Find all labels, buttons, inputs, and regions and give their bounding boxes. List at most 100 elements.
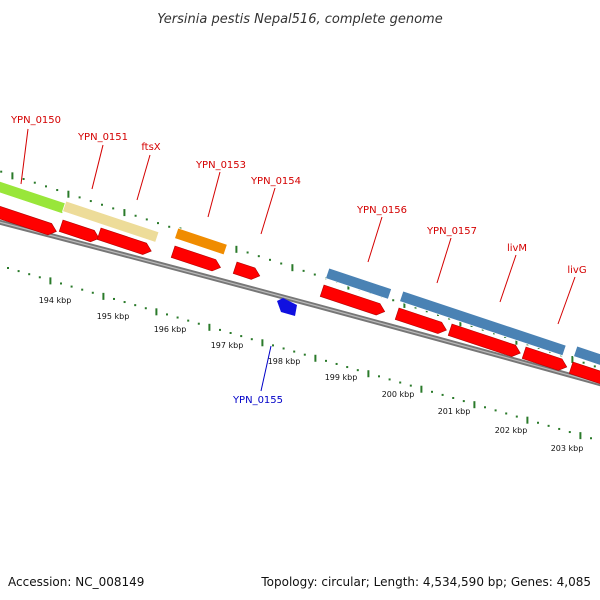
label-leader-line: [20, 128, 29, 185]
minor-tick: [335, 362, 338, 365]
minor-tick: [229, 331, 232, 334]
label-leader-line: [136, 154, 151, 201]
minor-tick: [89, 200, 92, 203]
gene-label-lines: [20, 128, 576, 392]
gene-label: YPN_0156: [356, 205, 407, 216]
minor-tick: [593, 365, 596, 368]
cds-arrow: [319, 284, 386, 316]
minor-tick: [414, 306, 417, 309]
minor-tick: [505, 412, 508, 415]
label-leader-line: [499, 254, 517, 303]
minor-tick: [590, 437, 592, 440]
kbp-label: 200 kbp: [382, 390, 415, 399]
minor-tick: [81, 288, 84, 291]
label-leader-line: [557, 276, 576, 325]
gene-label: livM: [507, 243, 527, 254]
minor-tick: [134, 304, 137, 307]
gene-label: YPN_0153: [195, 160, 246, 171]
minor-tick: [176, 316, 179, 319]
gene-feature-bar: [573, 345, 600, 370]
minor-tick: [257, 255, 260, 258]
minor-tick: [157, 222, 159, 225]
minor-tick: [346, 366, 349, 369]
cds-arrow: [170, 245, 221, 272]
cds-arrow-track: [0, 202, 600, 385]
backbone-highlight: [0, 221, 600, 385]
gene-feature-bar: [174, 227, 228, 256]
gene-label: YPN_0157: [426, 226, 477, 237]
label-leader-line: [436, 237, 452, 284]
minor-tick: [22, 178, 25, 181]
minor-tick: [452, 396, 455, 399]
minor-tick: [282, 347, 285, 350]
minor-tick: [250, 338, 253, 341]
minor-tick: [166, 313, 168, 316]
gene-feature-bar: [399, 290, 567, 357]
minor-tick: [168, 225, 171, 228]
minor-tick: [582, 361, 585, 364]
minor-tick: [280, 262, 283, 265]
cds-arrow: [58, 219, 100, 243]
minor-tick: [7, 267, 9, 269]
cds-arrow: [394, 307, 447, 334]
minor-tick: [123, 301, 126, 304]
minor-tick: [33, 181, 36, 184]
accession-text: Accession: NC_008149: [8, 575, 144, 589]
minor-tick: [303, 353, 306, 356]
minor-tick: [484, 406, 486, 409]
minor-tick: [437, 313, 439, 316]
minor-tick: [17, 270, 20, 273]
gene-feature-bar: [0, 177, 67, 215]
minor-tick: [134, 214, 137, 217]
cds-arrow: [521, 346, 568, 371]
minor-tick: [547, 424, 550, 427]
minor-tick: [537, 421, 539, 424]
minor-tick: [448, 317, 451, 320]
cds-arrow: [96, 227, 152, 255]
gene-label: YPN_0150: [10, 115, 61, 126]
cds-arrow: [447, 323, 521, 357]
kbp-label: 197 kbp: [211, 341, 244, 350]
minor-tick: [302, 269, 305, 272]
label-leader-line: [207, 171, 221, 218]
minor-tick: [392, 299, 395, 302]
sequence-backbone: [0, 219, 600, 387]
gene-label: ftsX: [141, 142, 160, 153]
label-leader-line: [367, 216, 383, 263]
kbp-label: 203 kbp: [551, 444, 584, 453]
minor-tick: [293, 350, 296, 353]
kbp-label: 202 kbp: [495, 426, 528, 435]
minor-tick: [269, 258, 271, 261]
topology-text: Topology: circular; Length: 4,534,590 bp…: [260, 575, 591, 589]
minor-tick: [356, 369, 359, 372]
gene-label-track: YPN_0150 YPN_0151 ftsX YPN_0153 YPN_0154 YPN_…: [10, 115, 587, 406]
minor-tick: [568, 431, 571, 434]
minor-tick: [325, 359, 327, 362]
cds-arrow: [0, 202, 57, 236]
minor-tick: [409, 384, 412, 387]
minor-tick: [441, 393, 444, 396]
gene-label: YPN_0155: [232, 395, 283, 406]
gene-feature-track: [0, 177, 600, 370]
minor-tick: [78, 196, 81, 199]
minor-tick: [60, 282, 62, 285]
kbp-label: 198 kbp: [268, 357, 301, 366]
kbp-label: 201 kbp: [438, 407, 471, 416]
reverse-cds-arrow: [277, 298, 297, 316]
minor-tick: [56, 189, 59, 192]
minor-tick: [378, 375, 380, 378]
kbp-label-track: 194 kbp 195 kbp 196 kbp 197 kbp 198 kbp 199 k…: [39, 296, 584, 453]
minor-tick: [494, 409, 497, 412]
gene-label: livG: [567, 265, 586, 276]
minor-tick: [45, 185, 47, 188]
lower-tick-track: [7, 267, 592, 440]
label-leader-line: [260, 345, 272, 392]
map-title: Yersinia pestis Nepal516, complete genom…: [157, 12, 442, 27]
minor-tick: [388, 378, 391, 381]
minor-tick: [313, 273, 316, 276]
gene-feature-bar: [325, 267, 393, 300]
cds-arrow: [568, 361, 600, 385]
minor-tick: [462, 400, 465, 403]
minor-tick: [240, 335, 243, 338]
minor-tick: [399, 381, 402, 384]
